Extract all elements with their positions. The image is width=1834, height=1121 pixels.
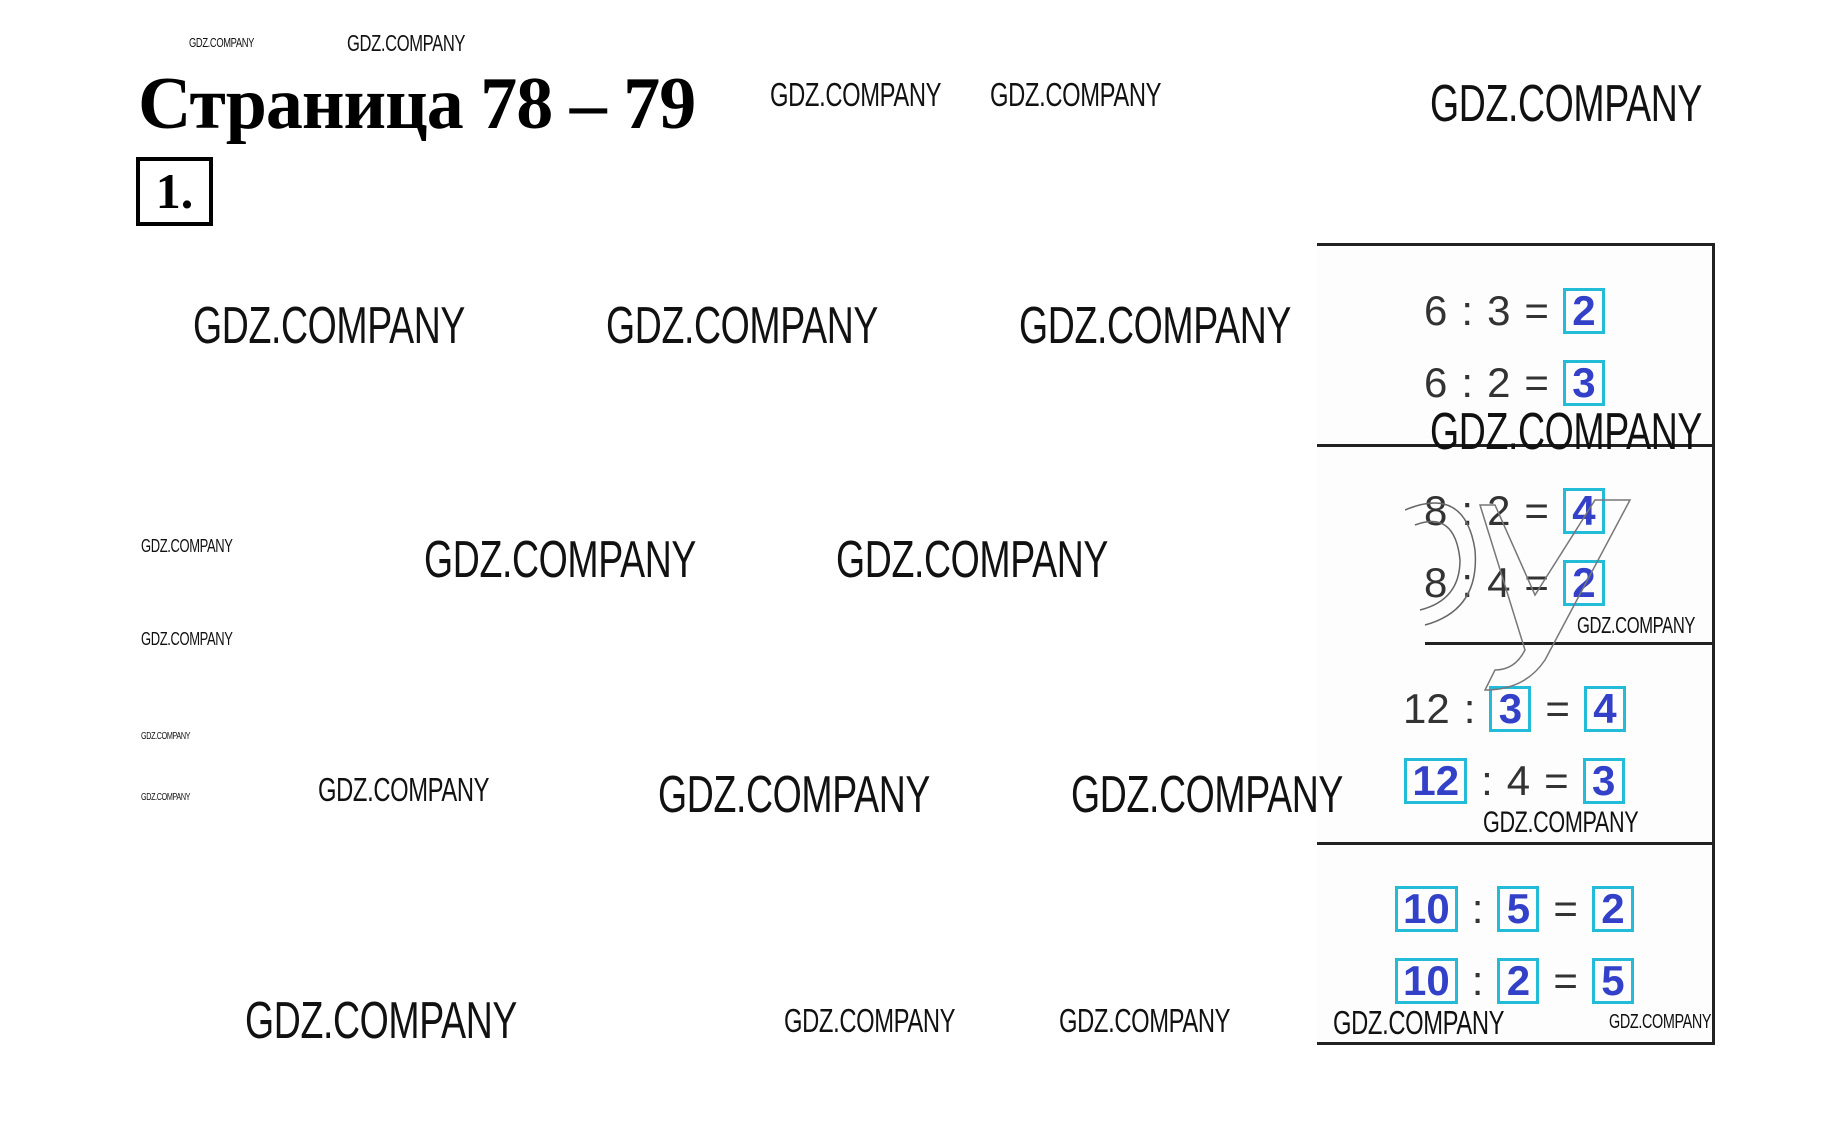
watermark: GDZ.COMPANY	[1483, 806, 1639, 839]
equation-term: :	[1471, 956, 1484, 1004]
answer-box: 2	[1562, 559, 1605, 606]
equation-row: 12:4 = 3	[1317, 754, 1712, 805]
answer-box: 4	[1562, 487, 1605, 534]
section-divider	[1317, 444, 1712, 447]
equation-row: 8:4 = 2	[1317, 556, 1712, 607]
answer-box: 2	[1562, 287, 1605, 334]
equation-term: 12	[1403, 684, 1450, 732]
equation-term: 4	[1487, 558, 1511, 606]
watermark: GDZ.COMPANY	[193, 297, 466, 355]
equation-term: :	[1481, 756, 1493, 804]
equation-row: 8:2 = 4	[1317, 484, 1712, 535]
equation-term: :	[1461, 286, 1474, 334]
watermark: GDZ.COMPANY	[1333, 1004, 1505, 1041]
watermark: GDZ.COMPANY	[424, 531, 697, 589]
answer-box: 5	[1591, 957, 1634, 1004]
page-title: Страница 78 – 79	[138, 63, 696, 145]
watermark: GDZ.COMPANY	[141, 792, 191, 803]
answer-box: 3	[1562, 359, 1605, 406]
equation-term: :	[1461, 558, 1474, 606]
answer-box: 4	[1583, 685, 1626, 732]
answer-box: 10	[1395, 957, 1458, 1004]
watermark: GDZ.COMPANY	[1071, 766, 1344, 824]
watermark: GDZ.COMPANY	[836, 531, 1109, 589]
equation-row: 12:3 = 4	[1317, 682, 1712, 733]
equation-row: 6:3 = 2	[1317, 284, 1712, 335]
equation-term: 6	[1424, 286, 1448, 334]
watermark: GDZ.COMPANY	[141, 536, 233, 556]
answer-box: 5	[1497, 885, 1540, 932]
equation-term: =	[1524, 486, 1549, 534]
equation-term: :	[1463, 684, 1476, 732]
answer-box: 3	[1582, 757, 1625, 804]
equation-term: :	[1471, 884, 1484, 932]
watermark: GDZ.COMPANY	[1019, 297, 1292, 355]
answer-box: 12	[1404, 757, 1468, 804]
logo-watermark-icon	[1405, 499, 1632, 691]
watermark: GDZ.COMPANY	[606, 297, 879, 355]
equation-term: 2	[1487, 358, 1511, 406]
watermark: GDZ.COMPANY	[347, 30, 466, 56]
watermark: GDZ.COMPANY	[245, 992, 518, 1050]
equation-term: :	[1461, 358, 1474, 406]
answer-box: 10	[1395, 885, 1458, 932]
answer-box: 3	[1489, 685, 1532, 732]
equation-row: 6:2 = 3	[1317, 356, 1712, 407]
watermark: GDZ.COMPANY	[770, 76, 942, 113]
watermark: GDZ.COMPANY	[1577, 612, 1696, 638]
watermark: GDZ.COMPANY	[189, 35, 255, 50]
watermark: GDZ.COMPANY	[1430, 75, 1703, 133]
equation-term: =	[1553, 956, 1578, 1004]
section-divider	[1317, 842, 1712, 845]
equation-term: 4	[1506, 756, 1531, 804]
equation-term: =	[1524, 358, 1549, 406]
equation-row: 10:2 = 5	[1317, 954, 1712, 1005]
section-divider	[1425, 642, 1712, 645]
equation-term: =	[1544, 756, 1569, 804]
watermark: GDZ.COMPANY	[318, 771, 490, 808]
equation-term: 3	[1487, 286, 1511, 334]
equation-term: :	[1461, 486, 1474, 534]
watermark: GDZ.COMPANY	[784, 1002, 956, 1039]
equation-term: 8	[1424, 558, 1448, 606]
equation-term: =	[1524, 558, 1549, 606]
equation-term: =	[1545, 684, 1570, 732]
answer-box: 2	[1497, 957, 1540, 1004]
equation-term: =	[1524, 286, 1549, 334]
equation-term: 2	[1487, 486, 1511, 534]
watermark: GDZ.COMPANY	[990, 76, 1162, 113]
watermark: GDZ.COMPANY	[1059, 1002, 1231, 1039]
watermark: GDZ.COMPANY	[141, 731, 191, 742]
watermark: GDZ.COMPANY	[1609, 1011, 1712, 1033]
answer-box: 2	[1591, 885, 1634, 932]
watermark: GDZ.COMPANY	[1430, 403, 1703, 461]
exercise-number: 1.	[136, 157, 213, 226]
answer-panel: 6:3 = 2 6:2 = 3 8:2 = 4 8:4 = 2 12:3 = 4 12:4 = 3 10:5 = 2 10…	[1317, 243, 1715, 1045]
panel-border	[1317, 243, 1712, 246]
equation-row: 10:5 = 2	[1317, 882, 1712, 933]
watermark: GDZ.COMPANY	[658, 766, 931, 824]
equation-term: =	[1553, 884, 1578, 932]
watermark: GDZ.COMPANY	[141, 629, 233, 649]
equation-term: 6	[1424, 358, 1448, 406]
